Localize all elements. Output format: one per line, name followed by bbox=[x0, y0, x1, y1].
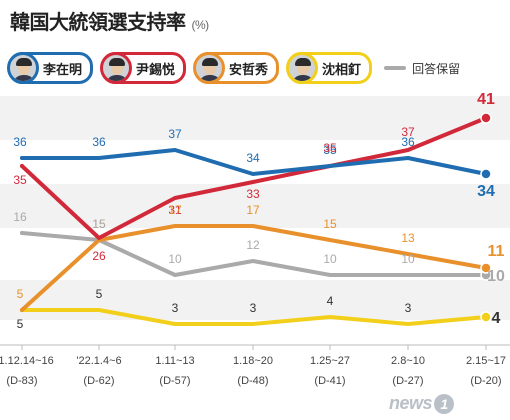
data-label: 35 bbox=[323, 141, 337, 155]
legend-label: 李在明 bbox=[43, 61, 83, 77]
x-tick-dday: (D-62) bbox=[83, 375, 114, 387]
data-label: 4 bbox=[492, 310, 501, 327]
candidate-photo bbox=[7, 52, 39, 84]
data-label: 5 bbox=[17, 317, 24, 331]
series-point bbox=[20, 156, 24, 160]
data-label: 15 bbox=[323, 217, 337, 231]
candidate-photo bbox=[193, 52, 226, 84]
data-label: 41 bbox=[477, 91, 495, 108]
series-point bbox=[480, 311, 492, 323]
series-point bbox=[20, 308, 24, 312]
data-label: 33 bbox=[246, 187, 260, 201]
data-label: 5 bbox=[96, 287, 103, 301]
legend-label: 回答保留 bbox=[412, 61, 461, 76]
data-label: 16 bbox=[13, 210, 27, 224]
data-label: 3 bbox=[405, 301, 412, 315]
x-tick-label: '21.12.14~16 bbox=[0, 355, 54, 367]
data-label: 3 bbox=[250, 301, 257, 315]
data-label: 11 bbox=[488, 243, 505, 260]
data-label: 5 bbox=[17, 287, 24, 301]
series-point bbox=[480, 168, 492, 180]
legend-item-undecided: 回答保留 bbox=[384, 60, 460, 77]
legend-swatch bbox=[384, 66, 407, 70]
data-label: 15 bbox=[92, 217, 106, 231]
series-point bbox=[20, 164, 24, 168]
candidate-photo bbox=[286, 52, 319, 84]
data-label: 35 bbox=[323, 143, 337, 157]
series-point bbox=[480, 112, 492, 124]
chart-legend: 李在明 尹錫悦 安哲秀 沈相釘 回答保留 bbox=[7, 52, 460, 84]
x-tick-label: '22.1.4~6 bbox=[76, 355, 121, 367]
x-tick-dday: (D-57) bbox=[159, 375, 190, 387]
x-tick-dday: (D-48) bbox=[237, 375, 268, 387]
data-label: 10 bbox=[323, 252, 337, 266]
grid-band-3 bbox=[0, 280, 510, 320]
series-point bbox=[20, 231, 24, 235]
data-label: 37 bbox=[168, 127, 182, 141]
legend-label: 沈相釘 bbox=[322, 61, 362, 77]
x-tick-dday: (D-20) bbox=[470, 375, 501, 387]
data-label: 36 bbox=[92, 135, 106, 149]
series-line bbox=[20, 116, 488, 240]
data-label: 10 bbox=[168, 252, 182, 266]
x-tick-dday: (D-83) bbox=[6, 375, 37, 387]
data-label: 4 bbox=[327, 294, 334, 308]
data-label: 36 bbox=[13, 135, 27, 149]
series-line bbox=[20, 308, 488, 326]
data-label: 37 bbox=[401, 125, 415, 139]
grid-band-1 bbox=[0, 96, 510, 140]
data-label: 15 bbox=[92, 217, 106, 231]
x-tick-dday: (D-27) bbox=[392, 375, 423, 387]
x-tick-label: 2.8~10 bbox=[391, 355, 425, 367]
data-label: 26 bbox=[92, 249, 106, 263]
grid-band-2 bbox=[0, 184, 510, 228]
legend-item-1: 李在明 bbox=[7, 52, 94, 84]
data-label: 3 bbox=[172, 301, 179, 315]
chart-unit: (%) bbox=[191, 18, 210, 32]
x-tick-label: 1.18~20 bbox=[233, 355, 273, 367]
x-tick-label: 1.11~13 bbox=[155, 355, 194, 367]
watermark-badge: 1 bbox=[434, 394, 454, 414]
data-label: 10 bbox=[487, 268, 505, 285]
legend-label: 尹錫悦 bbox=[136, 61, 176, 77]
legend-label: 安哲秀 bbox=[229, 61, 269, 77]
data-label: 13 bbox=[401, 231, 415, 245]
data-label: 12 bbox=[246, 238, 260, 252]
news1-watermark: news 1 bbox=[389, 393, 454, 414]
legend-item-4: 沈相釘 bbox=[286, 52, 373, 84]
series-point bbox=[480, 262, 492, 274]
data-label: 17 bbox=[246, 203, 260, 217]
series-line bbox=[20, 148, 488, 176]
legend-item-2: 尹錫悦 bbox=[100, 52, 187, 84]
data-label: 35 bbox=[13, 173, 27, 187]
data-label: 10 bbox=[401, 252, 415, 266]
watermark-text: news bbox=[388, 393, 433, 413]
data-label: 17 bbox=[168, 203, 182, 217]
x-tick-label: 1.25~27 bbox=[310, 355, 350, 367]
data-label: 34 bbox=[477, 183, 495, 200]
chart-title: 韓国大統領選支持率 (%) bbox=[10, 6, 209, 35]
candidate-photo bbox=[100, 52, 133, 84]
data-label: 34 bbox=[246, 151, 260, 165]
data-label: 31 bbox=[168, 203, 182, 217]
data-label: 36 bbox=[401, 135, 415, 149]
x-tick-label: 2.15~17 bbox=[466, 355, 506, 367]
x-tick-dday: (D-41) bbox=[314, 375, 345, 387]
legend-item-3: 安哲秀 bbox=[193, 52, 280, 84]
chart-title-text: 韓国大統領選支持率 bbox=[10, 12, 186, 34]
